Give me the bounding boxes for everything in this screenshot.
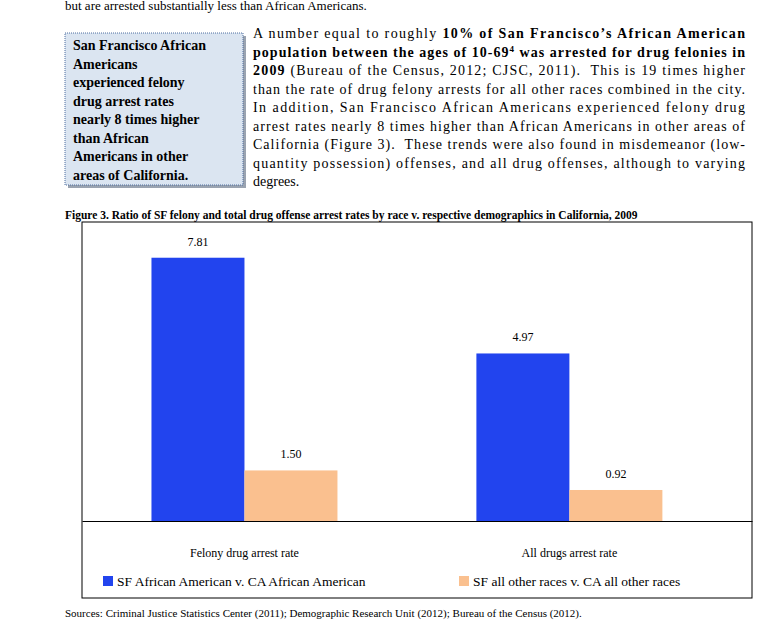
- x-tick-label: Felony drug arrest rate: [190, 546, 299, 560]
- paragraph-line: A number equal to roughly 10% of San Fra…: [253, 26, 745, 41]
- sidebar-line: than African: [73, 131, 149, 146]
- paragraph-run: 10% of San Francisco’s African American: [442, 26, 745, 41]
- sidebar-line: drug arrest rates: [73, 94, 174, 109]
- x-axis-line: [83, 521, 753, 522]
- sidebar-line: Americans in other: [73, 149, 188, 164]
- paragraph-line: California (Figure 3). These trends were…: [253, 137, 745, 153]
- x-tick: All drugs arrest rate: [522, 546, 618, 560]
- sidebar-line: Americans: [73, 57, 138, 72]
- paragraph-run: degrees.: [253, 174, 299, 189]
- sidebar-box: [65, 33, 243, 185]
- paragraph-line: quantity possession) offenses, and all d…: [253, 156, 745, 172]
- paragraph-run: (Bureau of the Census, 2012; CJSC, 2011)…: [286, 63, 746, 79]
- data-label: 4.97: [512, 330, 533, 344]
- top-text: but are arrested substantially less than…: [65, 0, 367, 13]
- x-axis: Felony drug arrest rate All drugs arrest …: [83, 522, 753, 560]
- paragraph-run: 2009: [253, 63, 285, 78]
- paragraph-run: quantity possession) offenses, and all d…: [253, 156, 745, 172]
- legend-label: SF all other races v. CA all other races: [473, 574, 680, 589]
- x-tick: Felony drug arrest rate: [190, 546, 299, 560]
- sidebar-line: areas of California.: [73, 168, 188, 183]
- paragraph-run: In addition, San Francisco African Ameri…: [253, 100, 745, 115]
- paragraph-run: was arrested for drug felonies in: [515, 45, 745, 60]
- x-tick-label: All drugs arrest rate: [522, 546, 618, 560]
- data-label: 0.92: [605, 467, 626, 481]
- legend-swatch: [459, 576, 469, 586]
- data-label: 7.81: [187, 235, 208, 249]
- paragraph-line: 2009 (Bureau of the Census, 2012; CJSC, …: [253, 63, 745, 79]
- paragraph-run: 4: [510, 44, 515, 54]
- sidebar-line: San Francisco African: [73, 38, 206, 53]
- legend-item: SF African American v. CA African Americ…: [103, 574, 366, 589]
- paragraph-line: arrest rates nearly 8 times higher than …: [253, 119, 745, 134]
- bar: [569, 490, 662, 521]
- data-label: 1.50: [280, 447, 301, 461]
- legend-label: SF African American v. CA African Americ…: [117, 574, 366, 589]
- paragraph-line: degrees.: [253, 174, 299, 189]
- paragraph-run: California (Figure 3). These trends were…: [253, 137, 745, 153]
- paragraph-run: than the rate of drug felony arrests for…: [253, 82, 745, 97]
- paragraph-line: population between the ages of 10-694 wa…: [253, 44, 745, 60]
- legend-item: SF all other races v. CA all other races: [459, 574, 680, 589]
- sidebar-line: experienced felony: [73, 75, 185, 90]
- plot-frame: [82, 222, 752, 598]
- paragraph-run: arrest rates nearly 8 times higher than …: [253, 119, 745, 134]
- paragraph-run: population between the ages of 10-69: [253, 45, 508, 60]
- paragraph-run: A number equal to roughly: [253, 26, 441, 41]
- bar: [244, 470, 337, 521]
- sidebar-line: nearly 8 times higher: [73, 112, 199, 127]
- sources: Sources: Criminal Justice Statistics Cen…: [65, 607, 582, 620]
- bar: [151, 258, 244, 521]
- paragraph-line: In addition, San Francisco African Ameri…: [253, 100, 745, 115]
- bar: [476, 353, 569, 521]
- legend-swatch: [103, 576, 113, 586]
- page: but are arrested substantially less than…: [0, 0, 779, 623]
- chart-title: Figure 3. Ratio of SF felony and total d…: [65, 209, 638, 222]
- bars: [151, 258, 662, 521]
- paragraph-line: than the rate of drug felony arrests for…: [253, 82, 745, 97]
